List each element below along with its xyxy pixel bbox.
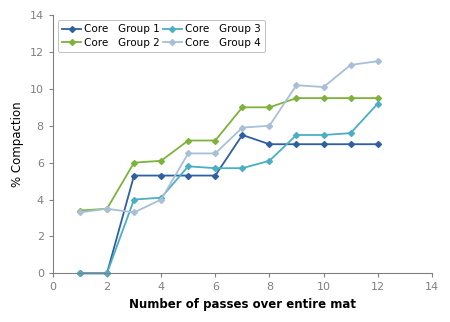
Core   Group 2	[158, 159, 164, 163]
Core   Group 3	[294, 133, 299, 137]
Core   Group 4	[348, 63, 353, 67]
Core   Group 4	[158, 198, 164, 202]
Core   Group 4	[321, 85, 326, 89]
Core   Group 2	[104, 207, 110, 211]
Core   Group 2	[239, 105, 245, 109]
Core   Group 3	[104, 271, 110, 275]
X-axis label: Number of passes over entire mat: Number of passes over entire mat	[129, 298, 356, 311]
Core   Group 4	[77, 211, 83, 214]
Core   Group 1	[131, 174, 137, 177]
Core   Group 4	[267, 124, 272, 128]
Core   Group 3	[348, 131, 353, 135]
Core   Group 4	[185, 151, 191, 155]
Core   Group 1	[212, 174, 218, 177]
Core   Group 1	[267, 142, 272, 146]
Core   Group 3	[212, 166, 218, 170]
Core   Group 2	[294, 96, 299, 100]
Core   Group 1	[185, 174, 191, 177]
Line: Core   Group 1: Core Group 1	[78, 133, 380, 275]
Core   Group 2	[77, 209, 83, 213]
Core   Group 4	[239, 126, 245, 129]
Core   Group 2	[212, 138, 218, 142]
Core   Group 3	[321, 133, 326, 137]
Core   Group 2	[321, 96, 326, 100]
Core   Group 1	[375, 142, 380, 146]
Core   Group 2	[185, 138, 191, 142]
Core   Group 1	[348, 142, 353, 146]
Core   Group 3	[131, 198, 137, 202]
Core   Group 4	[131, 211, 137, 214]
Core   Group 2	[267, 105, 272, 109]
Y-axis label: % Compaction: % Compaction	[11, 101, 24, 187]
Core   Group 2	[131, 161, 137, 165]
Line: Core   Group 4: Core Group 4	[78, 59, 380, 214]
Core   Group 1	[77, 271, 83, 275]
Core   Group 1	[321, 142, 326, 146]
Core   Group 1	[158, 174, 164, 177]
Legend: Core   Group 1, Core   Group 2, Core   Group 3, Core   Group 4: Core Group 1, Core Group 2, Core Group 3…	[58, 20, 265, 52]
Core   Group 3	[239, 166, 245, 170]
Core   Group 4	[294, 83, 299, 87]
Core   Group 2	[348, 96, 353, 100]
Core   Group 3	[158, 196, 164, 200]
Core   Group 3	[267, 159, 272, 163]
Line: Core   Group 3: Core Group 3	[78, 101, 380, 275]
Core   Group 4	[212, 151, 218, 155]
Core   Group 4	[104, 207, 110, 211]
Core   Group 1	[104, 271, 110, 275]
Core   Group 3	[77, 271, 83, 275]
Core   Group 3	[375, 102, 380, 106]
Core   Group 1	[294, 142, 299, 146]
Core   Group 3	[185, 165, 191, 168]
Core   Group 1	[239, 133, 245, 137]
Core   Group 2	[375, 96, 380, 100]
Line: Core   Group 2: Core Group 2	[78, 96, 380, 213]
Core   Group 4	[375, 59, 380, 63]
